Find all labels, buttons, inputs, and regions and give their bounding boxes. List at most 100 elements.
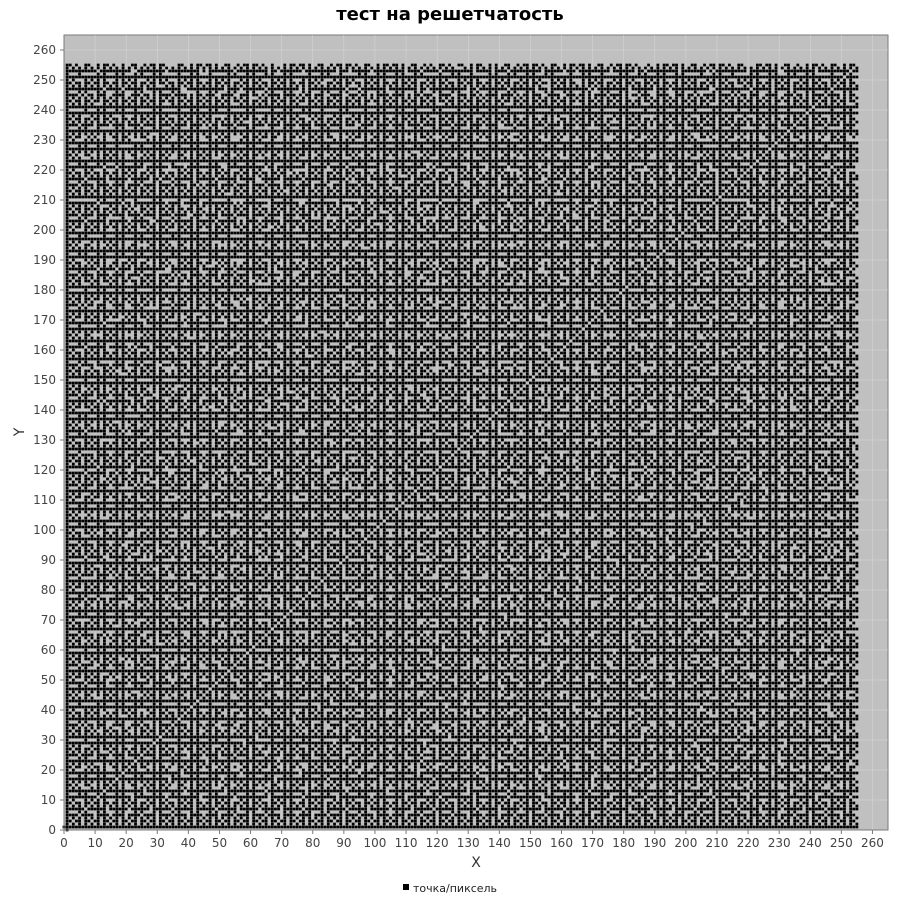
- data-point: [84, 672, 88, 676]
- data-point: [87, 777, 91, 781]
- data-point: [115, 153, 119, 157]
- data-point: [106, 549, 109, 553]
- data-point: [84, 234, 88, 238]
- data-point: [78, 816, 81, 820]
- data-point: [84, 720, 88, 724]
- data-point: [99, 255, 103, 259]
- data-point: [152, 732, 156, 736]
- data-point: [152, 321, 156, 325]
- data-point: [146, 507, 150, 511]
- data-point: [71, 237, 75, 241]
- data-point: [140, 357, 144, 361]
- data-point: [121, 432, 125, 436]
- data-point: [137, 543, 141, 547]
- data-point: [96, 426, 100, 430]
- data-point: [65, 243, 69, 247]
- data-point: [96, 84, 100, 88]
- data-point: [93, 231, 97, 235]
- data-point: [134, 168, 137, 172]
- data-point: [68, 357, 72, 361]
- data-point: [68, 471, 72, 475]
- data-point: [131, 657, 134, 661]
- data-point: [112, 183, 116, 187]
- data-point: [90, 786, 94, 790]
- data-point: [158, 648, 162, 652]
- data-point: [71, 267, 75, 271]
- data-point: [134, 543, 137, 547]
- data-point: [143, 369, 147, 373]
- data-point: [134, 390, 137, 394]
- data-point: [84, 321, 88, 325]
- data-point: [93, 615, 97, 619]
- data-point: [134, 405, 137, 409]
- data-point: [121, 276, 125, 280]
- data-point: [96, 594, 100, 598]
- data-point: [96, 657, 100, 661]
- data-point: [109, 525, 113, 529]
- data-point: [149, 309, 153, 313]
- data-point: [131, 291, 134, 295]
- data-point: [103, 192, 106, 196]
- data-point: [75, 177, 78, 181]
- data-point: [75, 315, 78, 319]
- data-point: [127, 708, 131, 712]
- data-point: [137, 303, 141, 307]
- data-point: [140, 567, 144, 571]
- data-point: [96, 369, 100, 373]
- data-point: [140, 525, 144, 529]
- data-point: [99, 141, 103, 145]
- data-point: [90, 390, 94, 394]
- data-point: [96, 315, 100, 319]
- data-point: [152, 417, 156, 421]
- data-point: [121, 753, 125, 757]
- data-point: [121, 765, 125, 769]
- data-point: [140, 117, 144, 121]
- data-point: [121, 666, 125, 670]
- data-point: [75, 453, 78, 457]
- data-point: [75, 669, 78, 673]
- data-point: [99, 69, 103, 73]
- data-point: [149, 609, 153, 613]
- data-point: [84, 237, 88, 241]
- data-point: [87, 645, 91, 649]
- data-point: [121, 627, 125, 631]
- data-point: [65, 603, 69, 607]
- data-point: [127, 249, 131, 253]
- data-point: [90, 705, 94, 709]
- data-point: [149, 207, 153, 211]
- data-point: [99, 363, 103, 367]
- data-point: [75, 237, 78, 241]
- data-point: [78, 672, 81, 676]
- data-point: [121, 273, 125, 277]
- data-point: [65, 399, 69, 403]
- data-point: [143, 747, 147, 751]
- data-point: [96, 807, 100, 811]
- data-point: [140, 105, 144, 109]
- data-point: [78, 210, 81, 214]
- data-point: [109, 795, 113, 799]
- data-point: [140, 111, 144, 115]
- data-point: [68, 237, 72, 241]
- data-point: [115, 72, 119, 76]
- data-point: [121, 297, 125, 301]
- data-point: [96, 252, 100, 256]
- data-point: [78, 624, 81, 628]
- data-point: [71, 501, 75, 505]
- data-point: [109, 582, 113, 586]
- data-point: [146, 222, 150, 226]
- data-point: [106, 99, 109, 103]
- data-point: [71, 618, 75, 622]
- data-point: [143, 597, 147, 601]
- data-point: [121, 213, 125, 217]
- data-point: [112, 741, 116, 745]
- data-point: [78, 417, 81, 421]
- data-point: [112, 315, 116, 319]
- data-point: [103, 495, 106, 499]
- data-point: [127, 501, 131, 505]
- data-point: [146, 672, 150, 676]
- data-point: [65, 597, 69, 601]
- data-point: [149, 183, 153, 187]
- data-point: [155, 339, 159, 343]
- data-point: [68, 795, 72, 799]
- data-point: [103, 474, 106, 478]
